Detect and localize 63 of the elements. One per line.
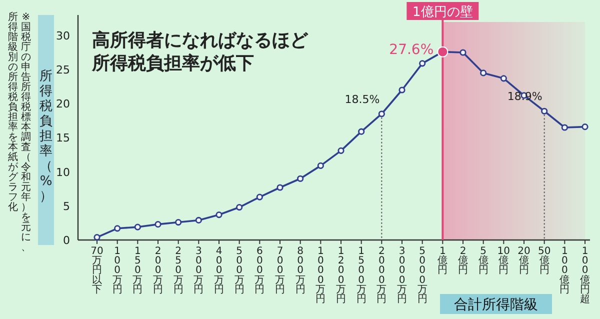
point <box>134 224 141 230</box>
text: 所得階級別の所得税負担率を本紙がグラフ化 <box>8 12 18 213</box>
y-tick-label: 10 <box>56 166 70 179</box>
x-tick-label: 5億円 <box>478 246 488 276</box>
point <box>216 211 222 218</box>
x-axis-title: 合計所得階級 <box>454 297 538 313</box>
x-tick-label: 250万円 <box>173 246 184 296</box>
x-tick-label: 3000万円 <box>397 246 407 305</box>
ref-line-label: 1億円の壁 <box>412 5 473 20</box>
point <box>236 204 243 211</box>
point <box>276 184 284 191</box>
x-tick-label: 2億円 <box>458 246 468 276</box>
x-tick-label: 800万円 <box>295 246 306 296</box>
point <box>317 162 324 169</box>
point <box>460 49 466 56</box>
point <box>358 128 365 135</box>
x-tick-label: 5000万円 <box>417 246 428 305</box>
y-tick-label: 25 <box>56 64 70 77</box>
point <box>561 124 568 131</box>
point <box>175 218 182 226</box>
point <box>398 86 406 94</box>
x-tick-label: 10億円 <box>497 246 510 276</box>
y-tick-label: 30 <box>56 29 70 42</box>
point <box>154 221 162 228</box>
x-tick-label: 1200万円 <box>336 246 346 305</box>
annotation: 18.5% <box>344 92 380 106</box>
text: ※国税庁の申告所得税標本調査（令和元年）を元に、 <box>21 12 31 253</box>
x-tick-label: 100億円 <box>560 246 570 296</box>
point <box>419 60 426 67</box>
x-tick-label: 100億円超 <box>580 246 590 305</box>
point <box>541 108 548 114</box>
x-tick-label: 1500万円 <box>356 246 366 305</box>
x-tick-label: 50億円 <box>538 246 551 276</box>
x-tick-label: 500万円 <box>234 246 244 296</box>
x-tick-label: 400万円 <box>214 246 224 296</box>
x-tick-label: 100万円 <box>112 246 122 296</box>
point <box>256 194 263 200</box>
y-tick-label: 20 <box>56 98 70 111</box>
point <box>500 75 507 82</box>
x-tick-label: 2000万円 <box>376 246 387 305</box>
point <box>297 175 304 182</box>
x-tick-label: 20億円 <box>518 246 530 276</box>
x-tick-label: 1000万円 <box>316 246 326 305</box>
y-tick-label: 5 <box>63 200 70 213</box>
x-tick-label: 600万円 <box>254 246 265 296</box>
text: 所得税負担率（%） <box>40 69 52 204</box>
x-tick-label: 1億円 <box>438 246 448 276</box>
x-tick-label: 300万円 <box>194 246 204 296</box>
point <box>94 234 100 241</box>
y-tick-label: 15 <box>56 132 70 145</box>
point <box>114 225 121 232</box>
text: 高所得者になればなるほど所得税負担率が低下 <box>91 30 309 74</box>
x-tick-label: 700万円 <box>275 246 285 296</box>
x-tick-label: 70万円以下 <box>90 246 104 296</box>
point <box>582 124 588 130</box>
x-tick-label: 200万円 <box>153 246 163 296</box>
point <box>195 216 202 224</box>
y-tick-label: 0 <box>63 234 70 247</box>
point <box>378 110 385 118</box>
point <box>480 70 487 76</box>
annotation: 27.6% <box>389 42 434 58</box>
point <box>338 147 344 154</box>
x-tick-label: 150万円 <box>132 246 143 296</box>
